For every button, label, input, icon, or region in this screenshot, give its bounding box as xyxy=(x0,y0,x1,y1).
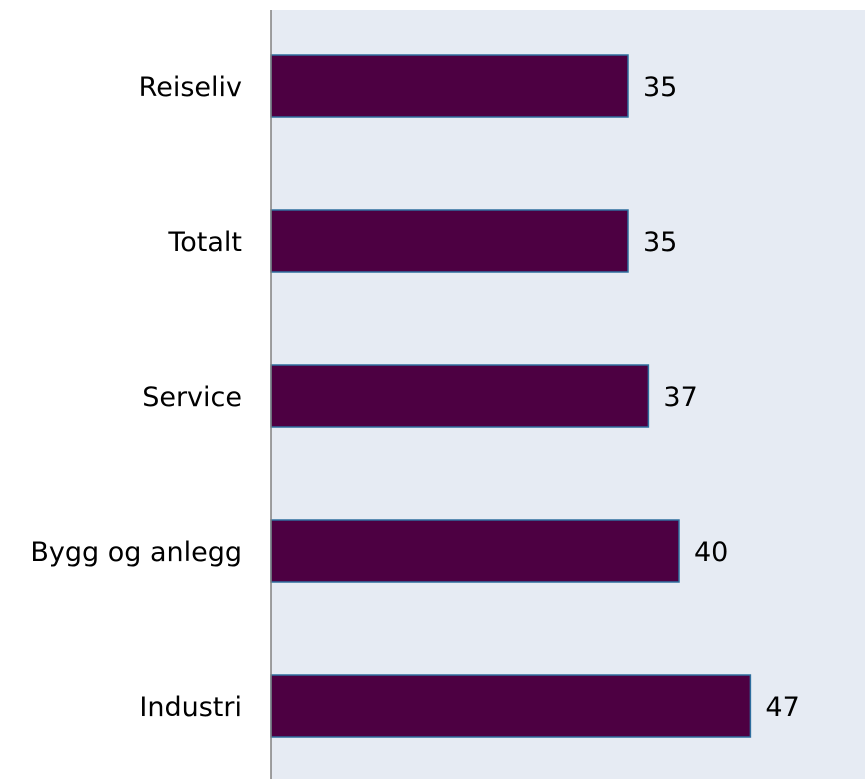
bar xyxy=(270,209,629,273)
category-label: Industri xyxy=(139,692,242,723)
category-labels-group: Reiseliv Totalt Service Bygg og anlegg Indus… xyxy=(30,72,242,723)
category-label: Totalt xyxy=(167,227,242,258)
value-label: 35 xyxy=(643,72,677,103)
category-label: Reiseliv xyxy=(139,72,242,103)
category-label: Bygg og anlegg xyxy=(30,537,242,568)
value-label: 37 xyxy=(663,382,697,413)
category-label: Service xyxy=(142,382,242,413)
bars-group xyxy=(270,54,752,738)
value-label: 40 xyxy=(694,537,728,568)
bar xyxy=(270,519,680,583)
bar xyxy=(270,54,629,118)
value-label: 47 xyxy=(765,692,799,723)
bar xyxy=(270,364,650,428)
bar xyxy=(270,674,752,738)
value-label: 35 xyxy=(643,227,677,258)
value-labels-group: 35 35 37 40 47 xyxy=(643,72,800,723)
